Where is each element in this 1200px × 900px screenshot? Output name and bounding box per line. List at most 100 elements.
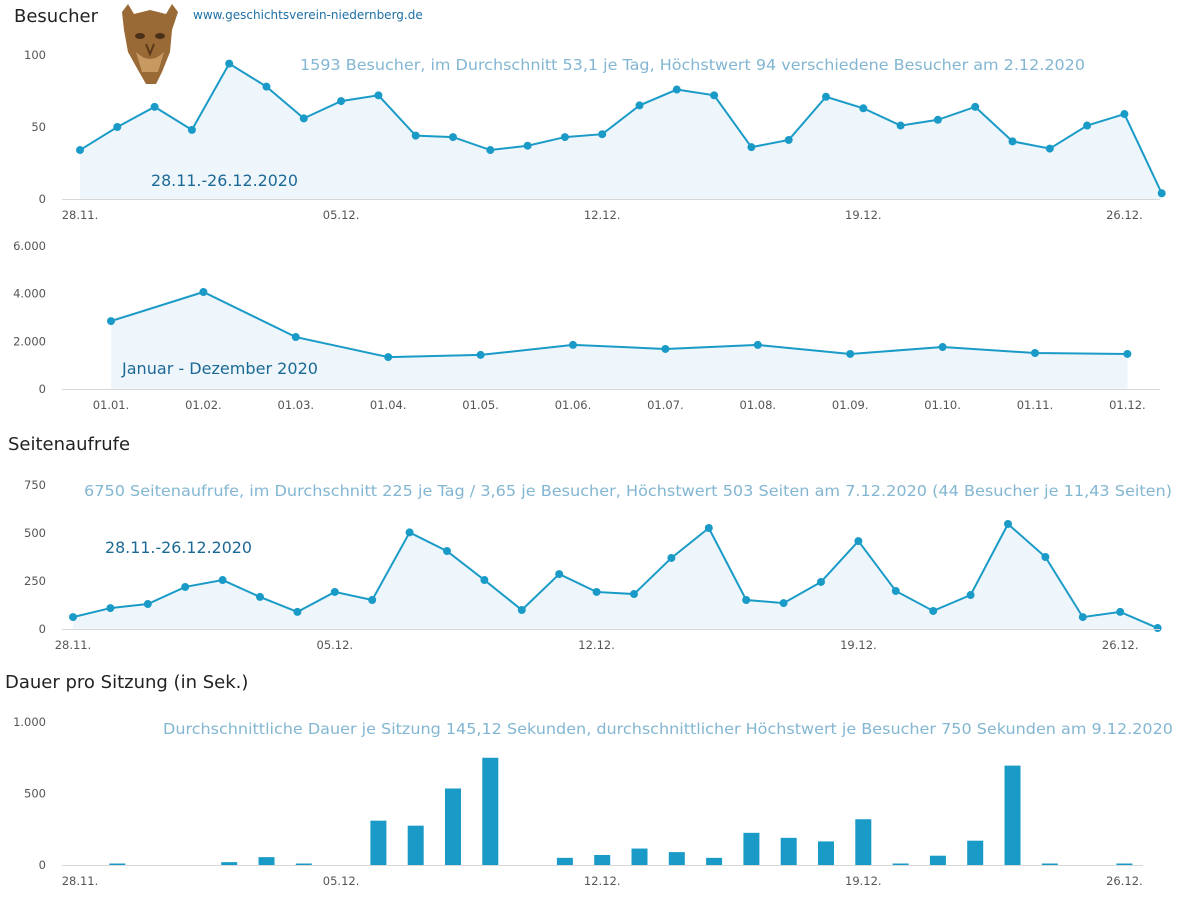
data-point [1008,137,1017,146]
x-tick-label: 19.12. [840,638,877,652]
bar [445,788,461,865]
data-point [784,135,793,144]
data-point [1116,607,1125,616]
data-point [635,101,644,110]
bar [1041,863,1058,865]
chart-1: 0 2.000 4.000 6.000 01.01. 01.02. 01.03. 01.04.… [13,239,1160,412]
data-point [569,340,577,349]
bar [967,840,984,865]
bar [855,819,872,865]
chart-2: 0 250 500 750 28.11. 05.12. 12.12. 19.12. 26.12. [24,478,1162,652]
bar [1004,765,1021,865]
section-title-duration: Dauer pro Sitzung (in Sek.) [5,672,248,693]
y-tick-label: 1.000 [13,715,46,729]
data-point [486,146,495,155]
x-tick-label: 05.12. [323,874,360,888]
data-point [710,91,719,100]
x-tick-label: 01.08. [740,398,777,412]
x-tick-label: 01.04. [370,398,407,412]
bar [221,862,238,865]
y-tick-label: 50 [31,120,46,134]
data-point [747,143,756,152]
x-tick-label: 01.01. [93,398,130,412]
data-point [517,605,526,614]
duration-summary: Durchschnittliche Dauer je Sitzung 145,1… [163,720,1173,738]
data-point [1041,553,1050,561]
series-line [72,522,1158,629]
bar [109,863,126,865]
data-point [560,133,569,142]
data-point [181,582,190,591]
area-fill [111,291,1128,389]
y-tick-label: 4.000 [13,287,46,301]
y-tick-label: 6.000 [13,239,46,253]
data-point [150,102,159,111]
section-title-pageviews: Seitenaufrufe [8,434,130,455]
bar [1116,863,1133,865]
x-tick-label: 28.11. [62,874,99,888]
y-tick-label: 0 [39,192,46,206]
data-point [374,91,383,100]
area-fill [73,523,1158,629]
area-fill [80,63,1162,199]
data-point [846,349,855,358]
x-tick-label: 05.12. [323,208,360,222]
data-point [480,576,489,585]
data-point [854,537,863,546]
bar [743,832,760,865]
x-tick-label: 12.12. [584,874,621,888]
x-tick-label: 28.11. [55,638,92,652]
section-title-visitors: Besucher [14,6,99,27]
data-point [817,577,825,586]
x-tick-label: 26.12. [1106,874,1143,888]
data-point [476,350,485,359]
chart-3: 0 500 1.000 28.11. 05.12. 12.12. 19.12. 26.12. [13,715,1143,888]
series-line [79,62,1163,194]
x-tick-label: 01.11. [1017,398,1054,412]
x-tick-label: 01.02. [185,398,222,412]
x-tick-label: 01.10. [924,398,961,412]
data-point [971,102,980,111]
data-point [779,599,788,608]
data-point [630,590,638,599]
x-tick-label: 01.09. [832,398,869,412]
y-tick-label: 2.000 [13,334,46,348]
visitors-summary: 1593 Besucher, im Durchschnitt 53,1 je T… [300,56,1085,74]
data-point [672,85,681,94]
data-point [891,586,900,595]
bar [892,863,909,865]
data-point [337,97,346,106]
bar [668,852,685,865]
data-point [293,607,302,616]
data-point [966,591,975,600]
y-tick-label: 250 [24,574,46,588]
bar [780,837,797,865]
data-point [1045,144,1054,153]
data-point [107,317,115,326]
x-tick-label: 01.05. [462,398,499,412]
pageviews-summary: 6750 Seitenaufrufe, im Durchschnitt 225 … [84,482,1172,500]
data-point [933,115,942,124]
bar [482,757,499,865]
data-point [411,131,420,140]
y-tick-label: 0 [39,622,46,636]
monthly-range-label: Januar - Dezember 2020 [121,359,318,378]
y-tick-label: 100 [24,48,46,62]
bar [407,825,424,865]
data-point [1153,624,1162,633]
data-point [405,528,414,537]
data-point [1123,349,1132,358]
bar [818,841,834,865]
data-point [704,524,713,533]
data-point [1083,121,1092,130]
data-point [291,333,300,342]
data-point [929,606,938,615]
bar [594,854,611,865]
bar [706,857,723,865]
x-tick-label: 01.06. [555,398,592,412]
x-tick-label: 05.12. [317,638,354,652]
y-tick-label: 500 [24,787,46,801]
data-point [106,604,115,613]
pageviews-range-label: 28.11.-26.12.2020 [105,538,252,557]
website-link[interactable]: www.geschichtsverein-niedernberg.de [193,8,423,22]
